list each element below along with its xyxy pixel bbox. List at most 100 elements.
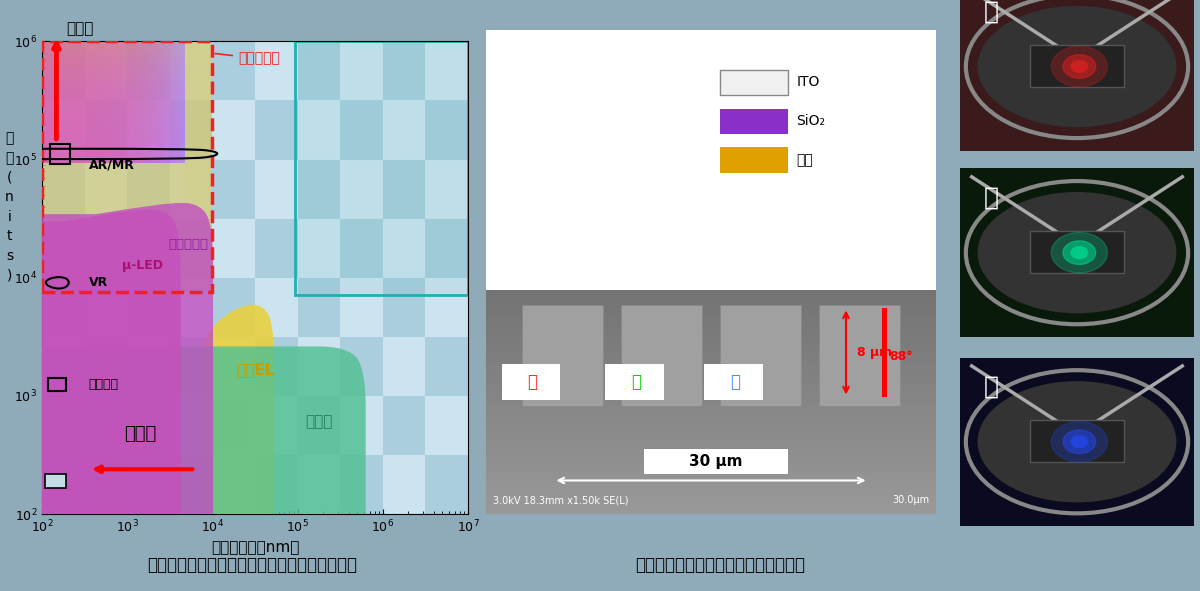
- Bar: [256, 396, 298, 455]
- Bar: [50, 144, 71, 164]
- Bar: [522, 306, 604, 407]
- Bar: [511, 376, 610, 387]
- Text: 高輝度: 高輝度: [66, 21, 94, 35]
- Text: 電極: 電極: [797, 153, 814, 167]
- Bar: [341, 160, 383, 219]
- Circle shape: [1051, 232, 1108, 273]
- Bar: [42, 41, 212, 292]
- Bar: [605, 363, 664, 400]
- Text: SiO₂: SiO₂: [797, 114, 826, 128]
- Bar: [84, 100, 127, 160]
- Bar: [756, 417, 869, 431]
- Bar: [720, 306, 802, 407]
- Bar: [383, 160, 426, 219]
- Bar: [212, 337, 256, 396]
- Ellipse shape: [0, 346, 366, 591]
- Bar: [84, 337, 127, 396]
- Text: 緑: 緑: [631, 373, 641, 391]
- Bar: [1030, 420, 1124, 462]
- Bar: [170, 219, 212, 278]
- Bar: [426, 160, 468, 219]
- Ellipse shape: [0, 203, 214, 591]
- Bar: [756, 407, 869, 417]
- Circle shape: [1072, 61, 1087, 72]
- Circle shape: [1051, 421, 1108, 462]
- Bar: [84, 455, 127, 514]
- Bar: [298, 160, 341, 219]
- Text: ディスプレイのトレンドと本技術のターゲット: ディスプレイのトレンドと本技術のターゲット: [148, 556, 358, 573]
- Bar: [511, 397, 610, 407]
- Bar: [503, 348, 618, 431]
- Ellipse shape: [978, 6, 1176, 127]
- Text: 緑: 緑: [984, 186, 998, 209]
- Bar: [341, 100, 383, 160]
- Bar: [511, 417, 610, 431]
- Bar: [756, 388, 869, 397]
- Bar: [42, 337, 84, 396]
- Text: GaN sub.: GaN sub.: [679, 436, 730, 446]
- Bar: [1030, 230, 1124, 273]
- Bar: [256, 160, 298, 219]
- Bar: [42, 278, 84, 337]
- Bar: [502, 363, 560, 400]
- Bar: [42, 100, 84, 160]
- Bar: [256, 337, 298, 396]
- Circle shape: [1051, 46, 1108, 87]
- Text: 赤: 赤: [984, 0, 998, 23]
- Bar: [383, 455, 426, 514]
- Ellipse shape: [978, 192, 1176, 313]
- Text: 微細化: 微細化: [124, 426, 156, 443]
- Bar: [212, 278, 256, 337]
- Bar: [426, 396, 468, 455]
- Bar: [42, 160, 84, 219]
- Ellipse shape: [199, 305, 275, 591]
- Text: 緑: 緑: [673, 309, 690, 337]
- Bar: [748, 388, 877, 431]
- Bar: [212, 455, 256, 514]
- Bar: [298, 396, 341, 455]
- Bar: [756, 397, 869, 407]
- Bar: [256, 219, 298, 278]
- Bar: [84, 219, 127, 278]
- Bar: [511, 407, 610, 417]
- Bar: [127, 278, 170, 337]
- Bar: [647, 349, 716, 365]
- Bar: [619, 368, 744, 431]
- Bar: [42, 396, 84, 455]
- Text: 輝
度
(
n
i
t
s
): 輝 度 ( n i t s ): [5, 132, 14, 282]
- Bar: [511, 348, 610, 356]
- Bar: [84, 160, 127, 219]
- Bar: [42, 455, 84, 514]
- Bar: [628, 368, 736, 376]
- Bar: [341, 219, 383, 278]
- Bar: [84, 278, 127, 337]
- Bar: [720, 109, 787, 134]
- Bar: [511, 366, 610, 376]
- Bar: [426, 41, 468, 100]
- Bar: [628, 397, 736, 407]
- Bar: [298, 100, 341, 160]
- Bar: [383, 337, 426, 396]
- Bar: [426, 219, 468, 278]
- Bar: [1030, 44, 1124, 87]
- Text: 青: 青: [730, 373, 740, 391]
- Circle shape: [1063, 430, 1096, 453]
- Bar: [84, 396, 127, 455]
- Bar: [298, 41, 341, 100]
- Bar: [511, 387, 610, 397]
- Ellipse shape: [0, 209, 181, 591]
- Bar: [127, 455, 170, 514]
- Bar: [212, 160, 256, 219]
- Bar: [170, 396, 212, 455]
- Bar: [426, 278, 468, 337]
- Bar: [511, 356, 610, 366]
- Bar: [628, 387, 736, 397]
- Text: 実証したデバイスの構造と発光の様子: 実証したデバイスの構造と発光の様子: [635, 556, 805, 573]
- Bar: [720, 147, 787, 173]
- Circle shape: [1072, 247, 1087, 258]
- Bar: [170, 278, 212, 337]
- Bar: [185, 41, 212, 292]
- Bar: [127, 337, 170, 396]
- Text: 3.0kV 18.3mm x1.50k SE(L): 3.0kV 18.3mm x1.50k SE(L): [493, 495, 629, 505]
- Bar: [628, 417, 736, 431]
